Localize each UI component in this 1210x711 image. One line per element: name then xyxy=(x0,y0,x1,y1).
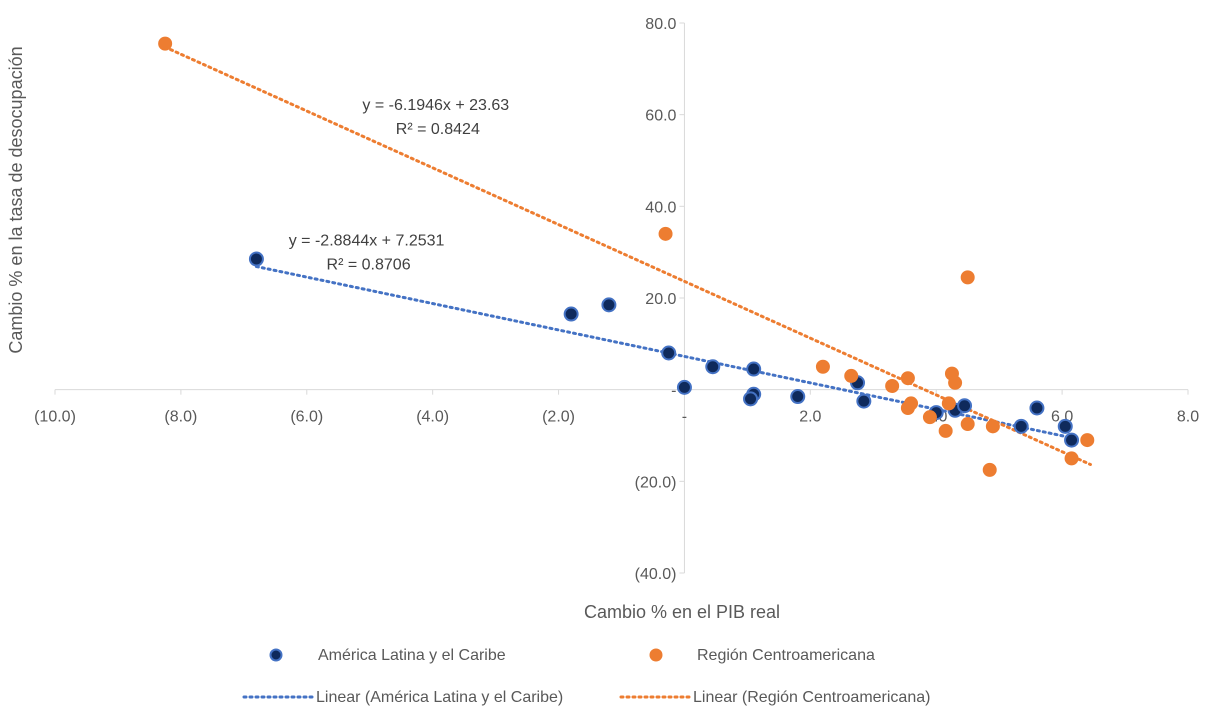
point-centroamerica xyxy=(922,410,937,425)
axes: (10.0)(8.0)(6.0)(4.0)(2.0)-2.04.06.08.08… xyxy=(34,16,1199,583)
trend-r-squared: R² = 0.8706 xyxy=(327,256,411,273)
point-centroamerica xyxy=(938,423,953,438)
point-centroamerica xyxy=(985,419,1000,434)
point-centroamerica xyxy=(900,371,915,386)
legend-marker-america-latina xyxy=(269,648,283,662)
y-tick-label: 60.0 xyxy=(645,108,676,125)
y-axis-title: Cambio % en la tasa de desocupación xyxy=(6,46,26,353)
x-tick-label: (6.0) xyxy=(290,409,323,426)
y-tick-label: 20.0 xyxy=(645,291,676,308)
point-america-latina xyxy=(856,393,872,409)
point-centroamerica xyxy=(158,36,173,51)
point-america-latina xyxy=(1029,400,1045,416)
point-centroamerica xyxy=(941,396,956,411)
point-centroamerica xyxy=(844,368,859,383)
point-america-latina xyxy=(705,359,721,375)
point-america-latina xyxy=(601,297,617,313)
point-america-latina xyxy=(1013,418,1029,434)
trend-equation: y = -2.8844x + 7.2531 xyxy=(289,232,445,249)
point-america-latina xyxy=(1057,418,1073,434)
point-america-latina xyxy=(790,389,806,405)
point-america-latina xyxy=(248,251,264,267)
x-tick-label: 8.0 xyxy=(1177,409,1199,426)
x-axis-title: Cambio % en el PIB real xyxy=(584,602,780,622)
point-centroamerica xyxy=(1080,433,1095,448)
x-tick-label: (4.0) xyxy=(416,409,449,426)
point-centroamerica xyxy=(982,462,997,477)
point-centroamerica xyxy=(960,270,975,285)
legend-trend-label-america-latina: Linear (América Latina y el Caribe) xyxy=(316,689,563,706)
y-tick-label: (20.0) xyxy=(635,474,677,491)
point-centroamerica xyxy=(960,417,975,432)
y-tick-label: - xyxy=(671,383,676,400)
x-tick-label: (2.0) xyxy=(542,409,575,426)
point-america-latina xyxy=(676,379,692,395)
legend-label-centroamerica: Región Centroamericana xyxy=(697,647,875,664)
x-tick-label: - xyxy=(682,409,687,426)
x-tick-label: (8.0) xyxy=(164,409,197,426)
x-tick-label: 2.0 xyxy=(799,409,821,426)
point-centroamerica xyxy=(815,359,830,374)
point-america-latina xyxy=(661,345,677,361)
legend-trend-label-centroamerica: Linear (Región Centroamericana) xyxy=(693,689,930,706)
trendline-centroamerica xyxy=(163,45,1092,466)
legend-marker-centroamerica xyxy=(649,648,663,662)
x-tick-label: (10.0) xyxy=(34,409,76,426)
point-america-latina xyxy=(1064,432,1080,448)
point-centroamerica xyxy=(948,375,963,390)
y-tick-label: 40.0 xyxy=(645,199,676,216)
point-america-latina xyxy=(563,306,579,322)
point-america-latina xyxy=(743,391,759,407)
point-centroamerica xyxy=(904,396,919,411)
y-tick-label: 80.0 xyxy=(645,16,676,33)
data-points xyxy=(158,36,1095,477)
point-centroamerica xyxy=(885,379,900,393)
point-centroamerica xyxy=(658,226,673,241)
y-tick-label: (40.0) xyxy=(635,566,677,583)
point-america-latina xyxy=(746,361,762,377)
legend-label-america-latina: América Latina y el Caribe xyxy=(318,647,506,664)
trend-r-squared: R² = 0.8424 xyxy=(396,121,480,138)
trend-equation: y = -6.1946x + 23.63 xyxy=(362,97,509,114)
trend-equations: y = -2.8844x + 7.2531 R² = 0.8706 y = -6.1… xyxy=(289,97,510,273)
point-america-latina xyxy=(957,398,973,414)
point-centroamerica xyxy=(1064,451,1079,466)
legend: América Latina y el Caribe Región Centroa… xyxy=(242,647,930,706)
